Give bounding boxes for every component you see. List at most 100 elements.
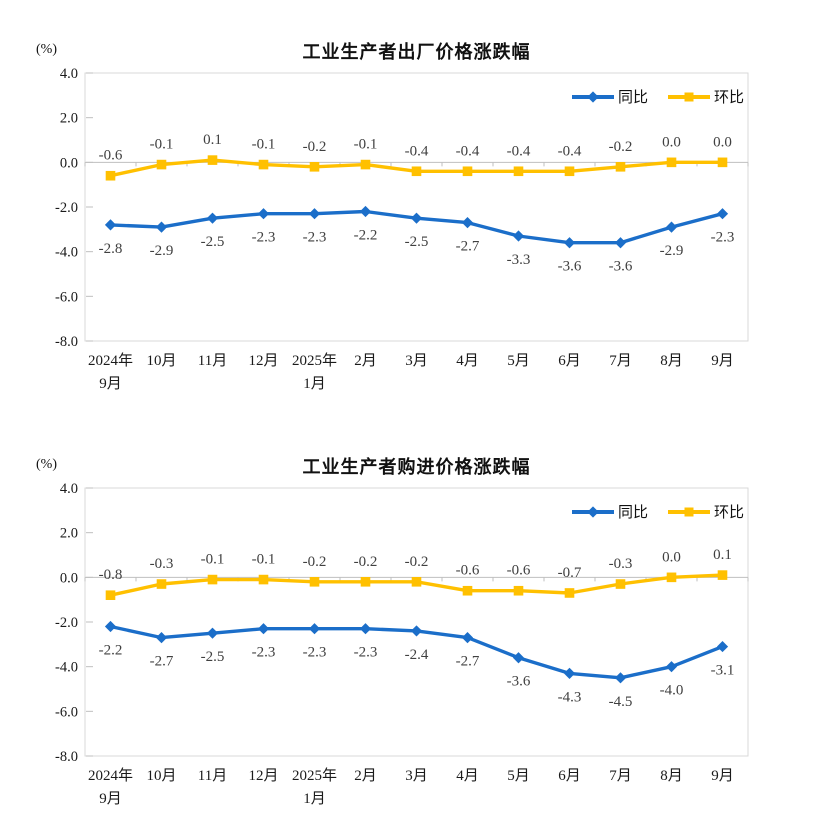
data-label: -0.1 — [150, 137, 174, 153]
square-marker — [411, 577, 422, 587]
y-tick-label: -6.0 — [55, 289, 78, 305]
diamond-marker — [563, 237, 576, 249]
square-marker — [462, 166, 473, 177]
data-label: -0.6 — [99, 148, 123, 164]
y-tick-label: 0.0 — [60, 570, 78, 586]
data-label: -0.1 — [201, 552, 225, 568]
square-marker — [360, 159, 371, 170]
square-marker — [666, 157, 677, 168]
x-category-label: 5月 — [507, 353, 530, 369]
y-tick-label: -8.0 — [55, 334, 78, 350]
square-marker — [105, 590, 116, 600]
square-marker — [513, 166, 524, 177]
data-label: -2.7 — [456, 654, 480, 670]
y-tick-label: -2.0 — [55, 615, 78, 631]
data-label: -4.0 — [660, 683, 684, 699]
data-label: 0.1 — [203, 132, 222, 148]
x-category-label: 9月 — [99, 791, 122, 807]
x-category-label: 9月 — [99, 376, 122, 392]
data-label: -0.4 — [558, 143, 582, 159]
diamond-marker-icon — [587, 505, 599, 518]
diamond-marker — [410, 625, 423, 637]
x-category-label: 9月 — [711, 768, 734, 784]
data-label: -3.6 — [609, 259, 633, 275]
data-label: -0.2 — [405, 554, 429, 570]
square-marker — [717, 570, 728, 580]
y-tick-label: 4.0 — [60, 481, 78, 497]
legend: 同比 环比 — [571, 86, 744, 107]
square-marker — [615, 162, 626, 172]
diamond-marker — [665, 661, 678, 673]
data-label: -2.2 — [354, 227, 378, 243]
data-label: -0.6 — [456, 563, 480, 579]
diamond-marker — [359, 623, 372, 635]
legend-label-tongbi: 同比 — [617, 89, 648, 106]
data-label: -3.6 — [558, 259, 582, 275]
diamond-marker — [206, 627, 219, 639]
diamond-marker — [512, 230, 525, 242]
data-label: -2.9 — [150, 243, 174, 259]
tongbi-line-sample — [571, 505, 614, 518]
y-tick-label: 0.0 — [60, 155, 78, 171]
legend-item-tongbi: 同比 — [571, 501, 648, 522]
diamond-marker — [359, 205, 372, 218]
data-label: -0.3 — [609, 556, 633, 572]
diamond-marker — [716, 208, 729, 220]
diamond-marker — [614, 237, 627, 249]
data-label: -2.7 — [150, 654, 174, 670]
x-category-label: 8月 — [660, 768, 683, 784]
x-category-label: 2月 — [354, 768, 377, 784]
diamond-marker — [563, 667, 576, 679]
chart-ex-factory-prices: (%) 工业生产者出厂价格涨跌幅 4.0 2.0 0.0 -2.0 -4.0 -6.0 -8… — [0, 28, 830, 400]
diamond-marker — [155, 632, 168, 644]
y-tick-label: -4.0 — [55, 660, 78, 676]
x-category-label: 10月 — [146, 768, 176, 784]
data-label: -3.6 — [507, 674, 531, 690]
plot-area-svg: 4.0 2.0 0.0 -2.0 -4.0 -6.0 -8.0 2024年 9月 10月 11月 12… — [55, 66, 749, 392]
square-marker — [462, 585, 473, 596]
x-category-label: 5月 — [507, 768, 530, 784]
square-marker — [615, 579, 626, 589]
data-label: -2.3 — [303, 230, 327, 246]
data-label: -2.8 — [99, 241, 123, 257]
huanbi-line-sample — [667, 92, 710, 101]
data-label: -0.2 — [354, 554, 378, 570]
x-category-label: 2025年 — [292, 352, 337, 369]
diamond-marker — [104, 620, 117, 633]
data-label: -2.4 — [405, 647, 429, 663]
huanbi-line-sample — [667, 507, 710, 516]
diamond-marker — [614, 672, 627, 684]
data-label: 0.0 — [713, 134, 732, 150]
y-tick-label: -8.0 — [55, 749, 78, 765]
square-marker — [309, 577, 320, 587]
square-marker — [207, 574, 218, 585]
data-label: -2.7 — [456, 239, 480, 255]
diamond-marker — [461, 632, 474, 644]
square-marker — [360, 577, 371, 587]
square-marker — [258, 574, 269, 585]
x-category-label: 1月 — [303, 376, 326, 392]
data-label: -4.3 — [558, 689, 582, 705]
x-category-label: 2024年 — [88, 352, 133, 369]
diamond-marker — [206, 212, 219, 224]
diamond-marker — [512, 652, 525, 664]
data-label: -2.3 — [252, 645, 276, 661]
diamond-marker — [104, 219, 117, 231]
diamond-marker — [716, 640, 729, 653]
y-axis-unit-label: (%) — [36, 457, 57, 472]
square-marker — [105, 170, 116, 181]
diamond-marker — [257, 208, 270, 220]
data-label: -0.2 — [303, 139, 327, 155]
x-category-label: 10月 — [146, 353, 176, 369]
square-marker — [207, 155, 218, 165]
plot-area-svg: 4.0 2.0 0.0 -2.0 -4.0 -6.0 -8.0 2024年 9月 10月 11月 12… — [55, 481, 749, 807]
y-tick-label: -4.0 — [55, 245, 78, 261]
x-category-label: 2025年 — [292, 767, 337, 784]
y-axis-unit-label: (%) — [36, 42, 57, 57]
data-label: -0.6 — [507, 563, 531, 579]
chart-title: 工业生产者购进价格涨跌幅 — [302, 457, 531, 477]
x-category-label: 1月 — [303, 791, 326, 807]
x-category-label: 12月 — [248, 768, 278, 784]
legend: 同比 环比 — [571, 501, 744, 522]
